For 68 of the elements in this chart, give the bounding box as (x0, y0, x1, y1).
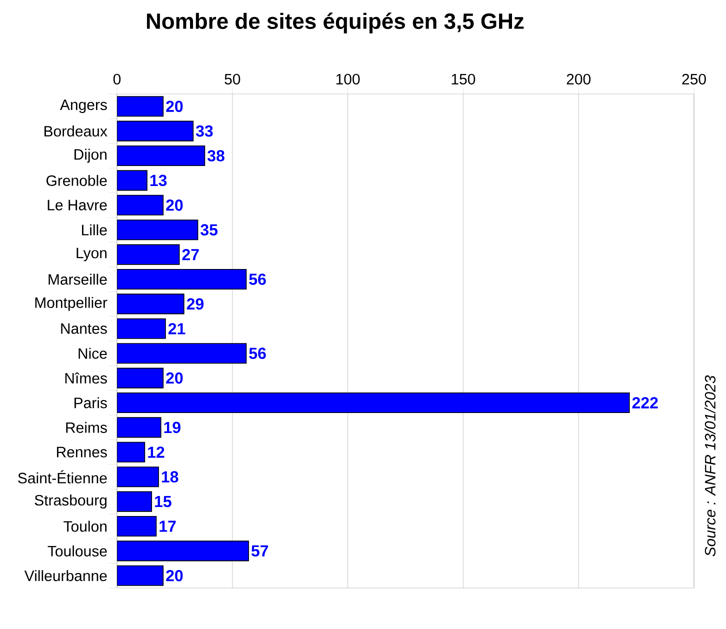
data-label: 20 (166, 372, 183, 384)
y-tick-label: Nîmes (65, 372, 107, 384)
data-label: 56 (249, 348, 266, 360)
data-label: 35 (200, 224, 218, 236)
chart-title: Nombre de sites équipés en 3,5 GHz (146, 12, 524, 34)
data-label: 38 (207, 150, 224, 162)
y-tick-label: Nantes (61, 323, 107, 334)
y-tick-label: Toulouse (48, 545, 107, 556)
data-label: 19 (164, 422, 180, 434)
y-tick-label: Rennes (56, 446, 107, 458)
y-tick-label: Grenoble (46, 174, 107, 186)
y-tick-label: Reims (66, 422, 107, 433)
bar (117, 318, 166, 339)
y-tick-label: Lille (82, 224, 107, 236)
bar (117, 368, 164, 388)
data-label: 18 (162, 471, 178, 483)
data-label: 27 (182, 248, 199, 260)
x-tick-label: 200 (566, 74, 591, 84)
bar (117, 268, 247, 290)
y-tick-label: Dijon (74, 148, 106, 163)
bar (117, 565, 164, 586)
bar (117, 220, 198, 240)
y-tick-label: Angers (60, 100, 107, 114)
bar (117, 96, 164, 117)
bar (117, 392, 630, 414)
bar (117, 343, 247, 364)
y-tick-label: Lyon (76, 248, 106, 262)
bar (117, 294, 184, 314)
data-label: 56 (249, 274, 266, 285)
y-tick-label: Marseille (48, 274, 107, 285)
y-tick-label: Le Havre (48, 200, 107, 210)
data-label: 15 (155, 496, 172, 508)
x-tick-label: 150 (452, 74, 476, 84)
y-tick-label: Villeurbanne (24, 570, 107, 582)
bar (117, 540, 249, 562)
x-tick-label: 100 (336, 74, 360, 84)
data-label: 12 (148, 446, 164, 458)
y-tick-label: Paris (74, 397, 107, 408)
x-tick-label: 0 (113, 74, 121, 84)
data-label: 20 (166, 199, 183, 211)
data-label: 13 (150, 174, 167, 186)
bar (117, 466, 159, 488)
data-label: 20 (166, 570, 183, 582)
data-label: 29 (186, 298, 204, 310)
y-tick-label: Toulon (64, 520, 107, 532)
bar (117, 170, 148, 191)
bar (117, 491, 152, 512)
bar (117, 516, 157, 537)
x-tick-label: 50 (224, 74, 240, 84)
data-label: 57 (251, 545, 268, 557)
data-label: 17 (160, 520, 176, 532)
y-tick-label: Strasbourg (34, 494, 106, 509)
bar (117, 145, 206, 166)
bar (117, 417, 162, 438)
bar (117, 194, 164, 216)
bar (117, 442, 146, 462)
source-note: Source : ANFR 13/01/2023 (704, 375, 716, 556)
y-tick-label: Saint-Étienne (18, 470, 107, 484)
bar (117, 244, 180, 265)
data-label: 222 (632, 397, 658, 408)
bar (117, 120, 194, 142)
y-tick-label: Nice (78, 348, 107, 359)
x-tick-label: 250 (682, 74, 706, 84)
data-label: 20 (166, 100, 183, 112)
data-label: 33 (196, 125, 213, 137)
y-tick-label: Montpellier (35, 296, 108, 311)
data-label: 21 (168, 323, 186, 334)
y-tick-label: Bordeaux (44, 126, 108, 137)
